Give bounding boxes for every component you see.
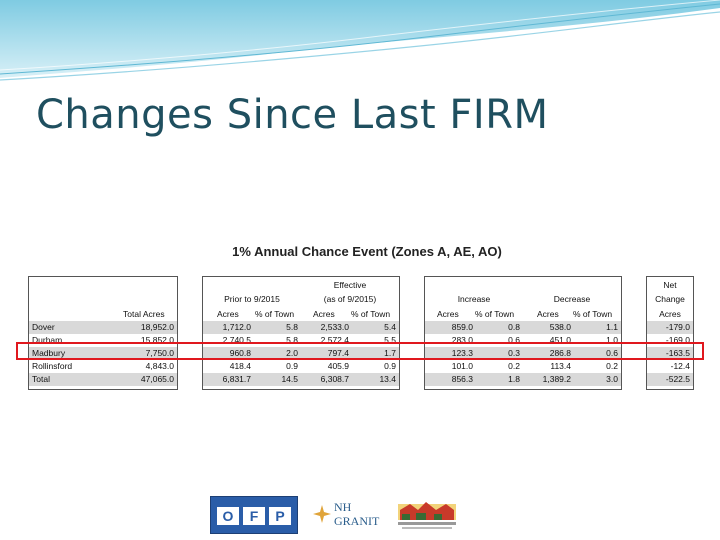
table-title: 1% Annual Chance Event (Zones A, AE, AO) [232,244,502,259]
prior-pct: 5.8 [286,322,298,332]
nh-text: NH [334,500,352,514]
net-change-value: -179.0 [665,322,690,332]
table-block-increase-decrease: Increase Decrease Acres % of Town Acres … [424,276,622,390]
header-net-sub: Change [655,294,685,304]
decrease-pct: 3.0 [606,374,618,384]
decrease-pct: 1.0 [606,335,618,345]
total-acres-value: 18,952.0 [140,322,174,332]
total-acres-value: 47,065.0 [140,374,174,384]
decrease-acres: 113.4 [550,361,571,371]
header-acres: Acres [313,309,335,319]
total-acres-value: 4,843.0 [145,361,174,371]
net-change-value: -522.5 [665,374,690,384]
prior-acres: 6,831.7 [222,374,251,384]
prior-pct: 0.9 [286,361,298,371]
header-acres: Acres [437,309,459,319]
town-name: Rollinsford [32,361,73,371]
net-change-value: -12.4 [670,361,690,371]
decrease-acres: 451.0 [549,335,571,345]
net-change-value: -169.0 [665,335,690,345]
increase-pct: 0.8 [508,322,520,332]
table-block-towns: Total Acres Dover Durham Madbury Rollins… [28,276,178,390]
effective-acres: 6,308.7 [320,374,349,384]
increase-pct: 0.6 [508,335,520,345]
decrease-acres: 286.8 [549,348,571,358]
header-net: Net [663,280,677,290]
town-name: Dover [32,322,55,332]
slide-title: Changes Since Last FIRM [36,92,549,138]
increase-acres: 123.3 [451,348,473,358]
regional-planning-logo [396,496,458,532]
increase-pct: 0.3 [508,348,520,358]
table-block-prior-effective: Prior to 9/2015 Effective (as of 9/2015)… [202,276,400,390]
increase-acres: 856.3 [451,374,473,384]
flood-table: 1% Annual Chance Event (Zones A, AE, AO)… [20,238,714,396]
header-increase: Increase [457,294,491,304]
effective-acres: 797.4 [327,348,349,358]
effective-acres: 2,533.0 [320,322,349,332]
ofp-letter-p: P [269,507,291,525]
header-acres: Acres [537,309,559,319]
decrease-acres: 1,389.2 [542,374,571,384]
total-acres-value: 7,750.0 [145,348,174,358]
effective-pct: 0.9 [384,361,396,371]
nh-granit-logo: NH GRANIT [312,496,388,532]
header-pct-town: % of Town [573,309,613,319]
ofp-letter-o: O [217,507,239,525]
effective-pct: 13.4 [379,374,396,384]
table-block-net-change: Net Change Acres -179.0 -169.0 -163.5 -1… [646,276,694,390]
effective-pct: 1.7 [384,348,396,358]
decrease-acres: 538.0 [549,322,571,332]
regional-planning-emblem-icon [398,502,456,529]
increase-pct: 0.2 [508,361,520,371]
total-acres-value: 15,852.0 [140,335,174,345]
header-pct-town: % of Town [351,309,391,319]
star-icon [313,505,331,523]
header-total-acres: Total Acres [123,309,165,319]
ofp-letter-f: F [243,507,265,525]
header-acres: Acres [659,309,681,319]
ofp-logo: O F P [210,496,298,534]
prior-acres: 960.8 [229,348,251,358]
decrease-pct: 0.2 [606,361,618,371]
increase-acres: 283.0 [451,335,473,345]
effective-pct: 5.4 [384,322,396,332]
madbury-highlight-box [16,342,704,360]
increase-pct: 1.8 [508,374,520,384]
increase-acres: 859.0 [451,322,473,332]
net-change-value: -163.5 [665,348,690,358]
header-decrease: Decrease [553,294,591,304]
effective-acres: 405.9 [327,361,349,371]
decrease-pct: 1.1 [606,322,618,332]
prior-acres: 1,712.0 [222,322,251,332]
town-name: Total [32,374,50,384]
header-acres: Acres [217,309,239,319]
header-wave-decoration [0,0,720,81]
prior-pct: 2.0 [286,348,298,358]
header-effective-sub: (as of 9/2015) [323,294,377,304]
prior-acres: 418.4 [229,361,251,371]
decrease-pct: 0.6 [606,348,618,358]
effective-pct: 5.5 [384,335,396,345]
town-name: Durham [32,335,63,345]
header-prior: Prior to 9/2015 [224,294,280,304]
header-pct-town: % of Town [255,309,295,319]
granit-text: GRANIT [334,514,380,528]
town-name: Madbury [32,348,66,358]
effective-acres: 2,572.4 [320,335,349,345]
prior-pct: 5.8 [286,335,298,345]
increase-acres: 101.0 [451,361,473,371]
prior-pct: 14.5 [281,374,298,384]
prior-acres: 2,740.5 [222,335,251,345]
header-pct-town: % of Town [475,309,515,319]
header-effective: Effective [333,280,367,290]
